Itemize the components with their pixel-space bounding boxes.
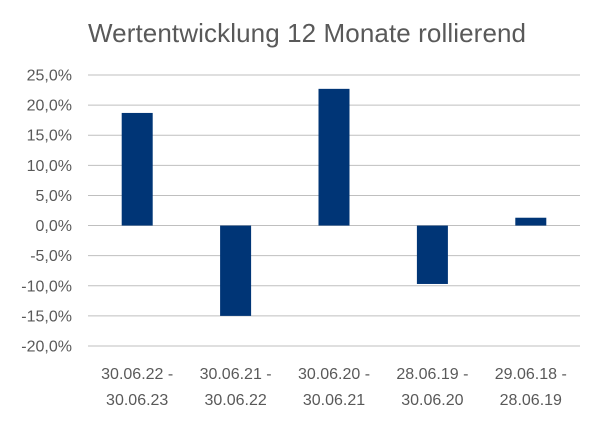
y-tick-label: -20,0%: [21, 339, 72, 356]
y-tick-label: 5,0%: [36, 188, 72, 205]
y-tick-label: -5,0%: [30, 248, 72, 265]
bar: [515, 217, 547, 226]
x-category-label: 28.06.19 -30.06.20: [396, 366, 468, 409]
bar: [121, 112, 153, 226]
x-category-label: 30.06.21 -30.06.22: [200, 366, 272, 409]
y-tick-label: 0,0%: [36, 218, 72, 235]
y-tick-label: -10,0%: [21, 278, 72, 295]
bar: [318, 88, 350, 226]
x-category-label: 30.06.22 -30.06.23: [101, 366, 173, 409]
x-category-label: 29.06.18 -28.06.19: [495, 366, 567, 409]
x-category-label: 30.06.20 -30.06.21: [298, 366, 370, 409]
chart-title: Wertentwicklung 12 Monate rollierend: [88, 18, 527, 48]
y-tick-label: 10,0%: [27, 158, 72, 175]
y-tick-label: 25,0%: [27, 68, 72, 85]
bar: [220, 225, 252, 316]
y-tick-label: 15,0%: [27, 128, 72, 145]
bar: [416, 225, 448, 284]
y-tick-label: -15,0%: [21, 308, 72, 325]
y-tick-label: 20,0%: [27, 98, 72, 115]
